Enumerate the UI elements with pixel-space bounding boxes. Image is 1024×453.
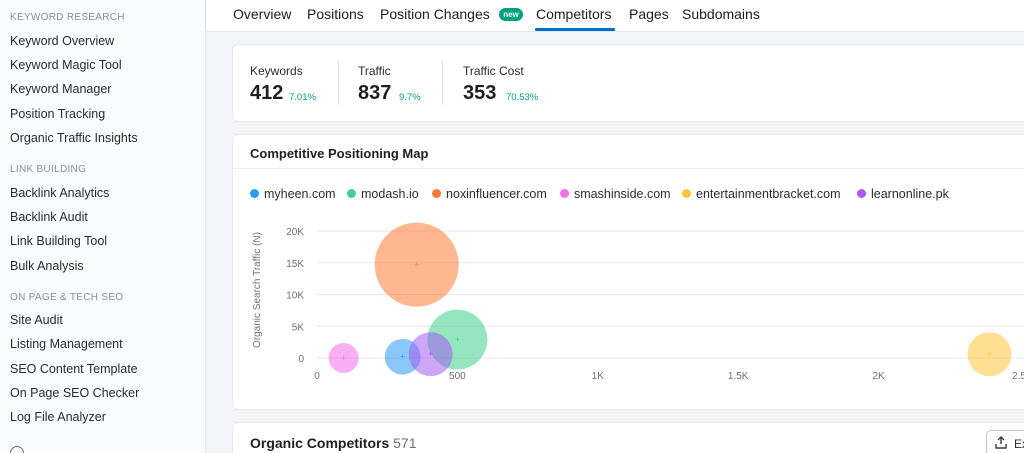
bubble-center-marker: + [428, 349, 433, 359]
x-tick-label: 2K [872, 371, 885, 382]
y-tick-label: 0 [298, 354, 304, 365]
sidebar-item-site-audit[interactable]: Site Audit [10, 313, 63, 327]
organic-competitors-label: Organic Competitors [250, 435, 390, 451]
y-tick-label: 15K [286, 259, 304, 270]
legend-dot [347, 189, 356, 198]
card-divider [233, 168, 1024, 169]
legend-label: entertainmentbracket.com [696, 187, 841, 201]
sidebar-item-position-tracking[interactable]: Position Tracking [10, 107, 106, 121]
organic-competitors-card: Organic Competitors 571 [232, 422, 1024, 453]
bubble-center-marker: + [414, 260, 419, 270]
section-title-keyword-research: KEYWORD RESEARCH [10, 12, 125, 23]
metric-label-traffic-cost: Traffic Cost [463, 64, 524, 78]
metric-value-keywords[interactable]: 412 [250, 82, 284, 104]
metric-value-traffic[interactable]: 837 [358, 82, 392, 104]
legend-label: learnonline.pk [871, 187, 949, 201]
legend-dot [560, 189, 569, 198]
tab-positions[interactable]: Positions [307, 6, 364, 22]
organic-competitors-count: 571 [393, 435, 417, 451]
legend-item-noxinfluencer[interactable]: noxinfluencer.com [432, 187, 547, 201]
tab-subdomains[interactable]: Subdomains [682, 6, 760, 22]
sidebar-item-bulk-analysis[interactable]: Bulk Analysis [10, 259, 84, 273]
legend-label: smashinside.com [574, 187, 671, 201]
chart-bubbles: + + + + + + [328, 222, 1012, 377]
new-badge: new [499, 8, 523, 21]
legend-dot [682, 189, 691, 198]
positioning-map-title: Competitive Positioning Map [250, 146, 429, 161]
sidebar-item-on-page-seo-checker[interactable]: On Page SEO Checker [10, 386, 140, 400]
tab-competitors[interactable]: Competitors [536, 6, 612, 22]
legend-item-smashinside[interactable]: smashinside.com [560, 187, 671, 201]
tab-position-changes[interactable]: Position Changes [380, 6, 490, 22]
bubble-entertainmentbracket-com[interactable] [967, 332, 1012, 377]
sidebar-item-log-file-analyzer[interactable]: Log File Analyzer [10, 410, 106, 424]
positioning-scatter-chart: + + + + + + 0 5K 10K 15K 20K 0 500 1K 1.5K 2K 2.5 Organ… [252, 222, 1024, 382]
bubble-learnonline-pk[interactable] [408, 332, 453, 377]
sidebar-item-keyword-overview[interactable]: Keyword Overview [10, 34, 115, 48]
bubble-center-marker: + [400, 352, 405, 362]
sidebar-item-seo-content-template[interactable]: SEO Content Template [10, 362, 138, 376]
legend-label: modash.io [361, 187, 419, 201]
organic-competitors-title: Organic Competitors 571 [250, 435, 417, 451]
tab-pages[interactable]: Pages [629, 6, 669, 22]
metric-delta-keywords: 7.01% [289, 92, 316, 103]
help-icon[interactable] [10, 446, 24, 453]
legend-dot [857, 189, 866, 198]
metric-label-keywords: Keywords [250, 64, 303, 78]
summary-metrics-card: Keywords 412 7.01% Traffic 837 9.7% Traf… [232, 44, 1024, 122]
bubble-center-marker: + [341, 353, 346, 363]
positioning-map-card: Competitive Positioning Map [232, 134, 1024, 410]
legend-item-learnonline[interactable]: learnonline.pk [857, 187, 949, 201]
export-label: Ex [1014, 437, 1024, 451]
tab-overview[interactable]: Overview [233, 6, 292, 22]
y-axis-label: Organic Search Traffic (N) [252, 232, 263, 348]
y-tick-label: 5K [292, 322, 305, 333]
legend-dot [432, 189, 441, 198]
legend-dot [250, 189, 259, 198]
metric-delta-traffic: 9.7% [399, 92, 421, 103]
section-title-on-page-tech-seo: ON PAGE & TECH SEO [10, 292, 124, 303]
export-icon [995, 436, 1007, 449]
bubble-smashinside-com[interactable] [328, 343, 359, 373]
bubble-noxinfluencer-com[interactable] [374, 222, 459, 307]
x-tick-label: 2.5 [1012, 371, 1024, 382]
chart-ticks: 0 5K 10K 15K 20K 0 500 1K 1.5K 2K 2.5 [286, 227, 1024, 382]
legend-label: myheen.com [264, 187, 336, 201]
x-tick-label: 0 [314, 371, 320, 382]
legend-item-modash[interactable]: modash.io [347, 187, 419, 201]
x-tick-label: 500 [449, 371, 466, 382]
sidebar-item-listing-management[interactable]: Listing Management [10, 337, 123, 351]
sidebar-item-backlink-audit[interactable]: Backlink Audit [10, 210, 88, 224]
active-tab-indicator [535, 28, 615, 31]
legend-label: noxinfluencer.com [446, 187, 547, 201]
bubble-center-marker: + [987, 349, 992, 359]
y-tick-label: 10K [286, 291, 304, 302]
metric-divider [338, 61, 339, 105]
bubble-center-marker: + [455, 335, 460, 345]
sidebar: KEYWORD RESEARCH Keyword Overview Keywor… [0, 0, 206, 453]
sidebar-item-keyword-magic-tool[interactable]: Keyword Magic Tool [10, 58, 122, 72]
sidebar-item-organic-traffic-insights[interactable]: Organic Traffic Insights [10, 131, 138, 145]
sidebar-item-link-building-tool[interactable]: Link Building Tool [10, 234, 108, 248]
x-tick-label: 1K [592, 371, 605, 382]
metric-label-traffic: Traffic [358, 64, 391, 78]
metric-divider [442, 61, 443, 105]
export-button[interactable]: Ex [986, 430, 1024, 453]
sidebar-item-keyword-manager[interactable]: Keyword Manager [10, 82, 112, 96]
metric-value-traffic-cost[interactable]: 353 [463, 82, 497, 104]
section-title-link-building: LINK BUILDING [10, 164, 87, 175]
y-tick-label: 20K [286, 227, 304, 238]
legend-item-myheen[interactable]: myheen.com [250, 187, 336, 201]
metric-delta-traffic-cost: 70.53% [506, 92, 539, 103]
x-tick-label: 1.5K [728, 371, 749, 382]
legend-item-entertainmentbracket[interactable]: entertainmentbracket.com [682, 187, 841, 201]
report-tabs [207, 0, 1024, 32]
sidebar-item-backlink-analytics[interactable]: Backlink Analytics [10, 186, 110, 200]
